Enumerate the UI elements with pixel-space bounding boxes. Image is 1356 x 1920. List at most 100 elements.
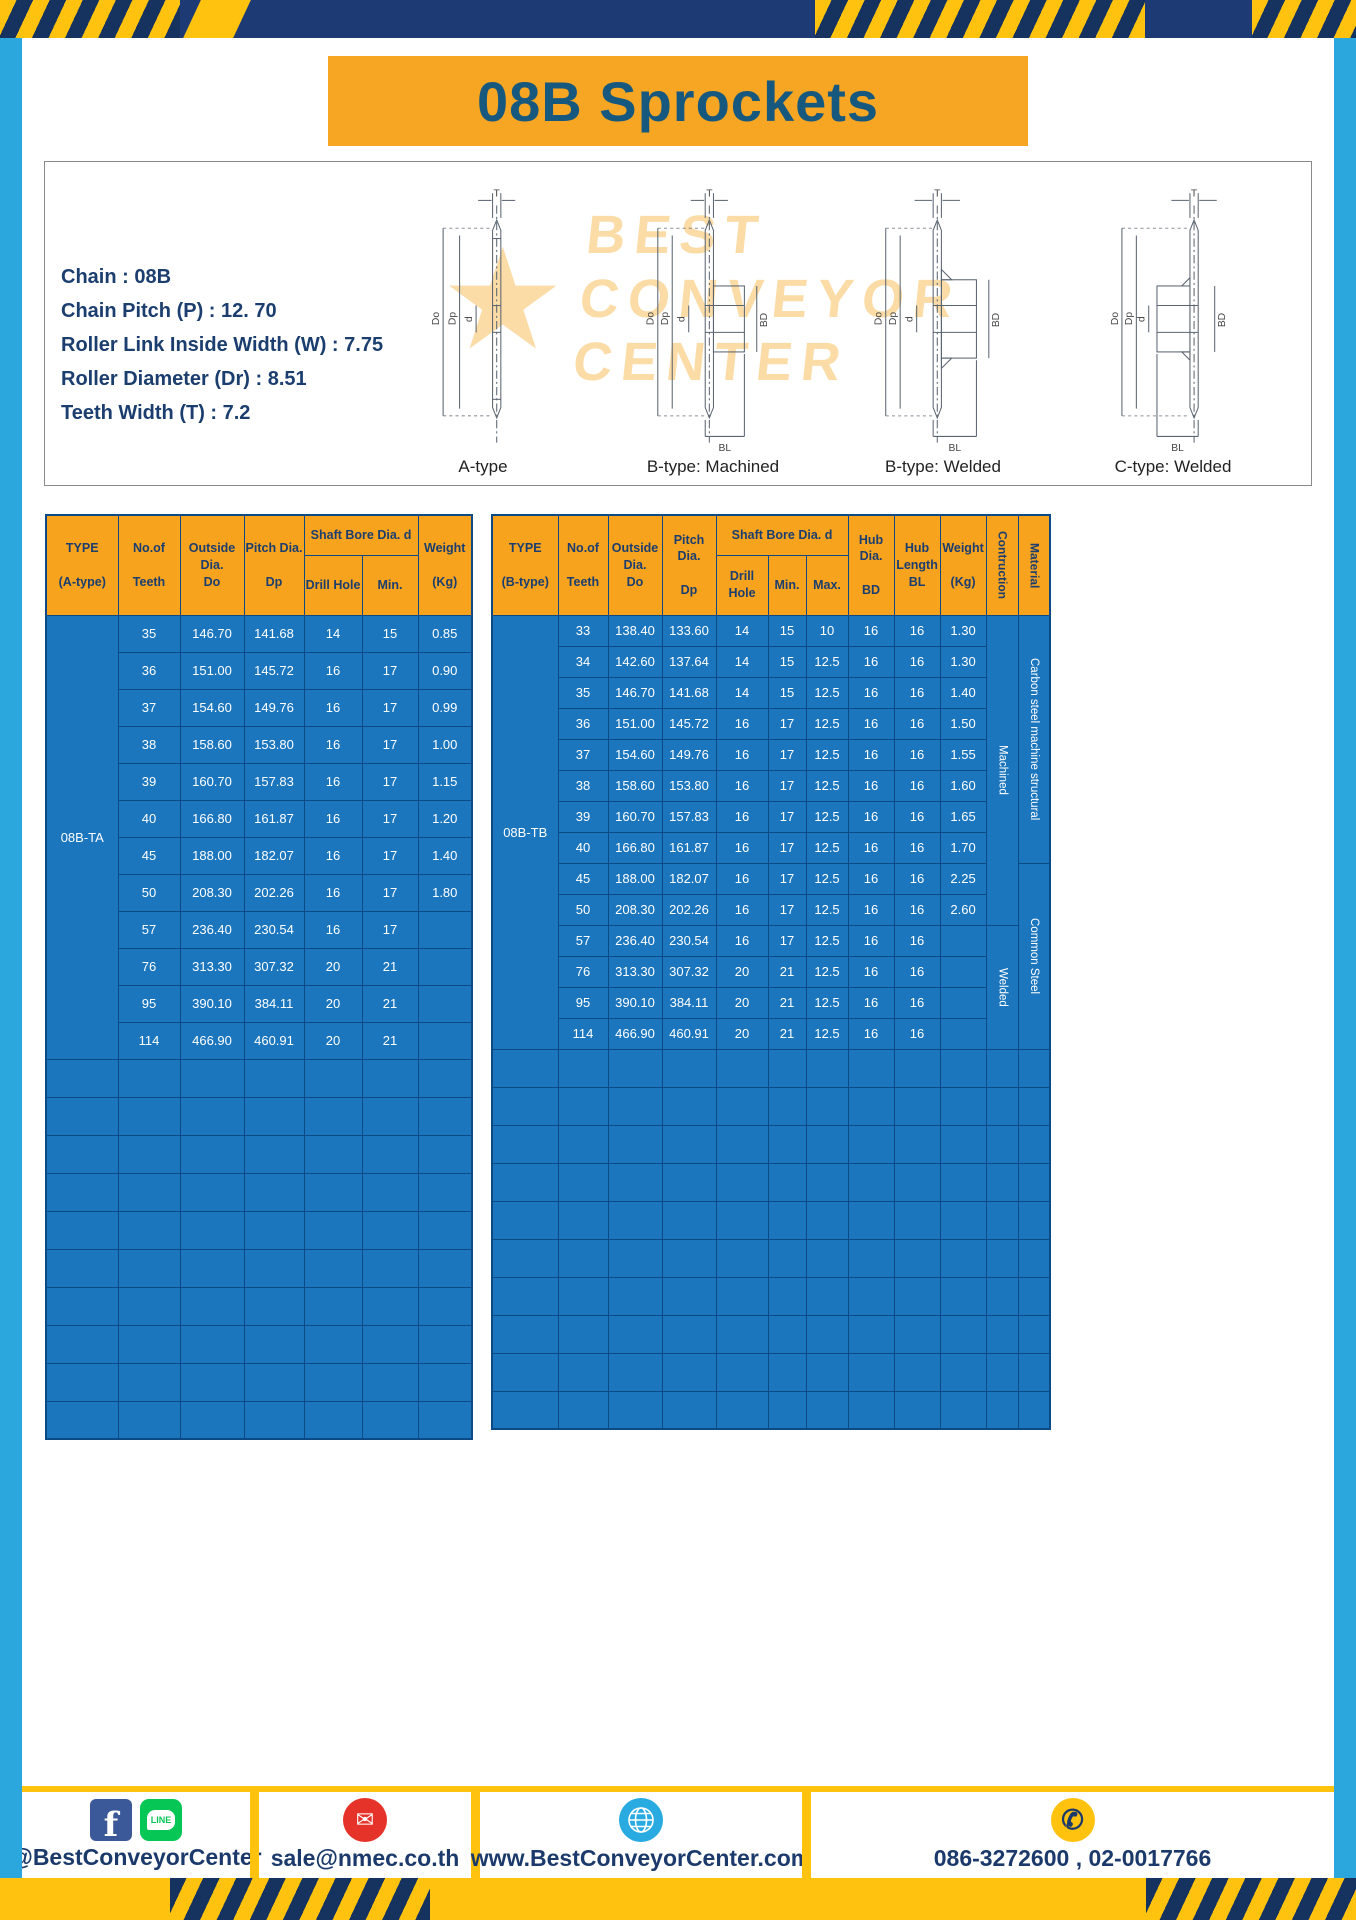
cell-pitch: 145.72 — [243, 651, 305, 690]
cell-weight — [417, 910, 473, 949]
table-b-body: 08B-TB 33 138.40 133.60 14 15 10 16 16 1.30 Machin… — [491, 614, 1051, 1430]
svg-text:Do: Do — [645, 312, 656, 325]
empty-cell — [491, 1124, 559, 1164]
cell-drill: 20 — [303, 984, 363, 1023]
cell-max: 12.5 — [805, 738, 849, 771]
empty-cell — [1017, 1124, 1051, 1164]
cell-min: 15 — [767, 676, 807, 709]
empty-cell — [661, 1390, 717, 1430]
cell-min: 17 — [767, 707, 807, 740]
cell-bd: 16 — [847, 738, 895, 771]
globe-icon — [619, 1798, 663, 1842]
cell-drill: 16 — [303, 910, 363, 949]
cell-max: 12.5 — [805, 862, 849, 895]
empty-cell — [491, 1200, 559, 1240]
empty-cell — [1017, 1086, 1051, 1126]
empty-cell — [893, 1048, 941, 1088]
cell-bl: 16 — [893, 893, 941, 926]
cell-pitch: 460.91 — [661, 1017, 717, 1050]
table-row: 45 188.00 182.07 16 17 12.5 16 16 2.25 Common Ste… — [492, 862, 1051, 1050]
cell-weight: 1.65 — [939, 800, 987, 833]
empty-cell — [847, 1390, 895, 1430]
svg-text:d: d — [904, 316, 915, 322]
empty-cell — [117, 1172, 181, 1212]
empty-cell — [985, 1314, 1019, 1354]
empty-cell — [939, 1200, 987, 1240]
empty-cell — [179, 1248, 245, 1288]
empty-cell — [607, 1238, 663, 1278]
cell-outside: 154.60 — [179, 688, 245, 727]
cell-bl: 16 — [893, 1017, 941, 1050]
empty-row — [45, 1286, 473, 1326]
empty-cell — [767, 1162, 807, 1202]
empty-cell — [1017, 1200, 1051, 1240]
col-header-shaft-bore: Shaft Bore Dia. d — [715, 514, 849, 556]
cell-pitch: 149.76 — [661, 738, 717, 771]
table-row: 76 313.30 307.32 20 21 12.5 16 16 — [492, 955, 1050, 988]
empty-cell — [939, 1086, 987, 1126]
spec-line: Teeth Width (T) : 7.2 — [61, 402, 251, 424]
cell-teeth: 38 — [117, 725, 181, 764]
empty-cell — [361, 1286, 419, 1326]
footer-website-section: www.BestConveyorCenter.com — [471, 1792, 811, 1878]
cell-outside: 160.70 — [179, 762, 245, 801]
table-row: 08B-TB 33 138.40 133.60 14 15 10 16 16 1.30 Machin… — [491, 614, 1051, 1050]
empty-cell — [847, 1048, 895, 1088]
empty-cell — [491, 1390, 559, 1430]
empty-cell — [805, 1200, 849, 1240]
page: 08B Sprockets ★ BEST CONVEYOR CENTER Cha… — [22, 38, 1334, 1878]
empty-row — [45, 1172, 473, 1212]
empty-cell — [847, 1314, 895, 1354]
cell-teeth: 39 — [117, 762, 181, 801]
empty-cell — [179, 1324, 245, 1364]
cell-outside: 146.70 — [607, 676, 663, 709]
star-icon: ★ — [440, 220, 566, 378]
cell-weight: 0.90 — [417, 651, 473, 690]
cell-teeth: 38 — [557, 769, 609, 802]
empty-cell — [491, 1048, 559, 1088]
svg-text:T: T — [1190, 188, 1197, 199]
cell-min: 21 — [361, 984, 419, 1023]
empty-cell — [243, 1248, 305, 1288]
cell-teeth: 34 — [557, 645, 609, 678]
col-header-weight: Weight (Kg) — [939, 514, 987, 616]
empty-cell — [715, 1124, 769, 1164]
table-row: 36 151.00 145.72 16 17 12.5 16 16 1.50 — [492, 707, 1050, 740]
empty-row — [491, 1238, 1051, 1278]
empty-cell — [243, 1362, 305, 1402]
col-header-teeth: No.of Teeth — [557, 514, 609, 616]
empty-cell — [417, 1324, 473, 1364]
cell-bl: 16 — [893, 924, 941, 957]
type-cell: 08B-TB — [491, 614, 559, 1050]
empty-cell — [715, 1352, 769, 1392]
cell-outside: 236.40 — [607, 924, 663, 957]
svg-text:Dp: Dp — [1124, 312, 1135, 325]
cell-weight: 1.80 — [417, 873, 473, 912]
empty-cell — [767, 1238, 807, 1278]
table-row: 95 390.10 384.11 20 21 — [46, 984, 473, 1023]
cell-min: 15 — [767, 645, 807, 678]
material-cell: Common Steel — [1017, 862, 1051, 1050]
empty-cell — [805, 1352, 849, 1392]
empty-cell — [893, 1162, 941, 1202]
cell-bl: 16 — [893, 986, 941, 1019]
cell-outside: 138.40 — [607, 614, 663, 647]
cell-max: 10 — [805, 614, 849, 647]
cell-min: 17 — [361, 836, 419, 875]
cell-min: 17 — [361, 873, 419, 912]
empty-cell — [117, 1362, 181, 1402]
cell-min: 17 — [767, 831, 807, 864]
table-row: 37 154.60 149.76 16 17 12.5 16 16 1.55 — [492, 738, 1050, 771]
drawing-b-type-machined: T Do Dp d BD BL — [605, 170, 821, 481]
table-row: 38 158.60 153.80 16 17 1.00 — [46, 725, 473, 764]
empty-cell — [607, 1162, 663, 1202]
cell-bl: 16 — [893, 831, 941, 864]
svg-text:T: T — [934, 188, 941, 199]
empty-cell — [1017, 1390, 1051, 1430]
cell-min: 17 — [361, 688, 419, 727]
cell-drill: 16 — [303, 725, 363, 764]
material-cell: Carbon steel machine structural — [1017, 614, 1051, 864]
empty-cell — [847, 1086, 895, 1126]
table-row: 45 188.00 182.07 16 17 1.40 — [46, 836, 473, 875]
cell-drill: 20 — [715, 955, 769, 988]
